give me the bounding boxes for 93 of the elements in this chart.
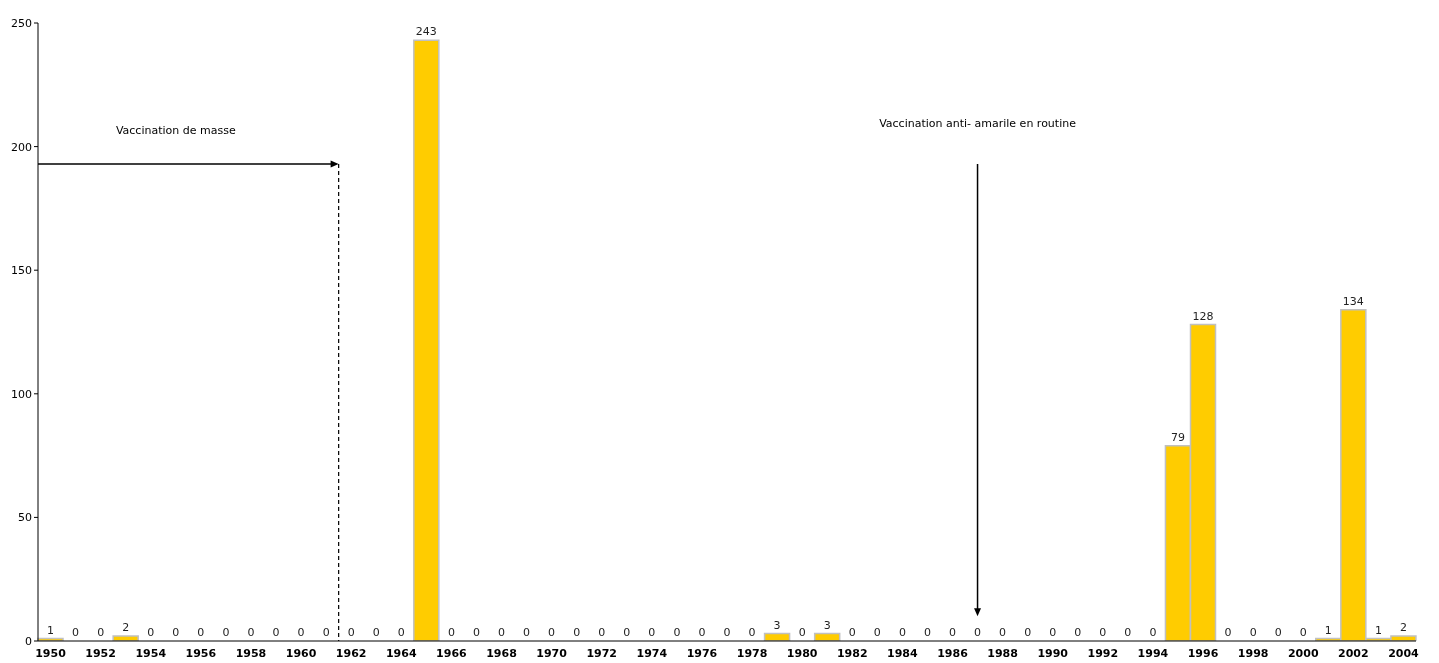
bar xyxy=(413,39,440,641)
data-label: 0 xyxy=(322,626,330,639)
data-label: 1 xyxy=(1374,623,1382,637)
data-label: 1 xyxy=(47,623,55,637)
data-label: 0 xyxy=(1124,626,1132,639)
data-label: 0 xyxy=(798,626,806,639)
data-label: 0 xyxy=(1049,626,1057,639)
data-label: 0 xyxy=(898,626,906,639)
y-tick-label: 150 xyxy=(11,264,32,278)
x-tick-label: 1966 xyxy=(436,646,468,660)
annotation: Vaccination anti- amarile en routine xyxy=(879,116,1077,130)
y-tick-label: 0 xyxy=(25,634,32,648)
x-tick-label: 1970 xyxy=(536,646,568,660)
data-label: 0 xyxy=(623,626,631,639)
data-label: 3 xyxy=(823,618,831,632)
data-label: 2 xyxy=(1399,621,1407,635)
data-label: 0 xyxy=(247,626,255,639)
data-label: 0 xyxy=(72,626,80,639)
x-tick-label: 1988 xyxy=(987,646,1018,660)
x-tick-label: 1978 xyxy=(736,646,768,660)
data-label: 0 xyxy=(1099,626,1107,639)
x-tick-label: 1998 xyxy=(1237,646,1269,660)
x-tick-label: 1974 xyxy=(636,646,668,660)
data-label: 0 xyxy=(297,626,305,639)
data-label: 0 xyxy=(1249,626,1257,639)
x-tick-label: 1992 xyxy=(1087,646,1119,660)
x-tick-label: 2000 xyxy=(1287,646,1319,660)
x-tick-label: 1990 xyxy=(1037,646,1069,660)
y-tick-label: 250 xyxy=(11,16,32,30)
data-label: 0 xyxy=(948,626,956,639)
x-tick-label: 2002 xyxy=(1338,646,1369,660)
data-label: 0 xyxy=(974,626,982,639)
data-label: 0 xyxy=(472,626,480,639)
x-tick-label: 1984 xyxy=(887,646,919,660)
data-label: 0 xyxy=(648,626,656,639)
data-label: 0 xyxy=(848,626,856,639)
y-tick-label: 200 xyxy=(11,140,32,154)
data-label: 0 xyxy=(598,626,606,639)
data-label: 2 xyxy=(122,621,130,635)
data-label: 0 xyxy=(673,626,681,639)
data-label: 0 xyxy=(923,626,931,639)
annotation: Vaccination de masse xyxy=(115,124,236,138)
data-label: 0 xyxy=(1299,626,1307,639)
data-label: 0 xyxy=(873,626,881,639)
y-tick-label: 50 xyxy=(18,511,32,525)
x-tick-label: 1972 xyxy=(586,646,618,660)
x-tick-label: 1954 xyxy=(135,646,167,660)
data-label: 0 xyxy=(1274,626,1282,639)
x-tick-label: 1950 xyxy=(35,646,67,660)
x-tick-label: 1956 xyxy=(185,646,217,660)
data-label: 0 xyxy=(147,626,155,639)
data-label: 0 xyxy=(1024,626,1032,639)
bar xyxy=(112,635,139,641)
data-label: 0 xyxy=(723,626,731,639)
data-label: 0 xyxy=(523,626,531,639)
data-label: 0 xyxy=(172,626,180,639)
data-label: 0 xyxy=(1224,626,1232,639)
data-label: 0 xyxy=(999,626,1007,639)
x-tick-label: 1996 xyxy=(1187,646,1219,660)
x-tick-label: 1976 xyxy=(686,646,718,660)
x-tick-label: 1952 xyxy=(85,646,116,660)
data-label: 0 xyxy=(1074,626,1082,639)
data-label: 0 xyxy=(748,626,756,639)
data-label: 0 xyxy=(222,626,230,639)
x-tick-label: 1964 xyxy=(385,646,417,660)
x-tick-label: 1968 xyxy=(486,646,517,660)
data-label: 0 xyxy=(347,626,355,639)
x-tick-label: 1958 xyxy=(235,646,267,660)
y-tick-label: 100 xyxy=(11,387,32,401)
data-label: 0 xyxy=(447,626,455,639)
data-label: 3 xyxy=(773,618,781,632)
data-label: 0 xyxy=(272,626,280,639)
data-label: 0 xyxy=(548,626,556,639)
x-tick-label: 1994 xyxy=(1137,646,1169,660)
data-label: 0 xyxy=(197,626,205,639)
data-label: 0 xyxy=(573,626,581,639)
data-label: 243 xyxy=(415,25,437,39)
x-tick-label: 1982 xyxy=(836,646,868,660)
data-label: 0 xyxy=(698,626,706,639)
x-tick-label: 1980 xyxy=(786,646,818,660)
data-label: 79 xyxy=(1170,430,1185,444)
data-label: 134 xyxy=(1342,294,1364,308)
x-tick-label: 2004 xyxy=(1388,646,1420,660)
data-label: 1 xyxy=(1324,623,1332,637)
data-label: 128 xyxy=(1192,309,1214,323)
x-tick-label: 1986 xyxy=(937,646,969,660)
data-label: 0 xyxy=(372,626,380,639)
x-tick-label: 1960 xyxy=(285,646,317,660)
data-label: 0 xyxy=(397,626,405,639)
x-tick-label: 1962 xyxy=(335,646,367,660)
data-label: 0 xyxy=(1149,626,1157,639)
data-label: 0 xyxy=(498,626,506,639)
data-label: 0 xyxy=(97,626,105,639)
